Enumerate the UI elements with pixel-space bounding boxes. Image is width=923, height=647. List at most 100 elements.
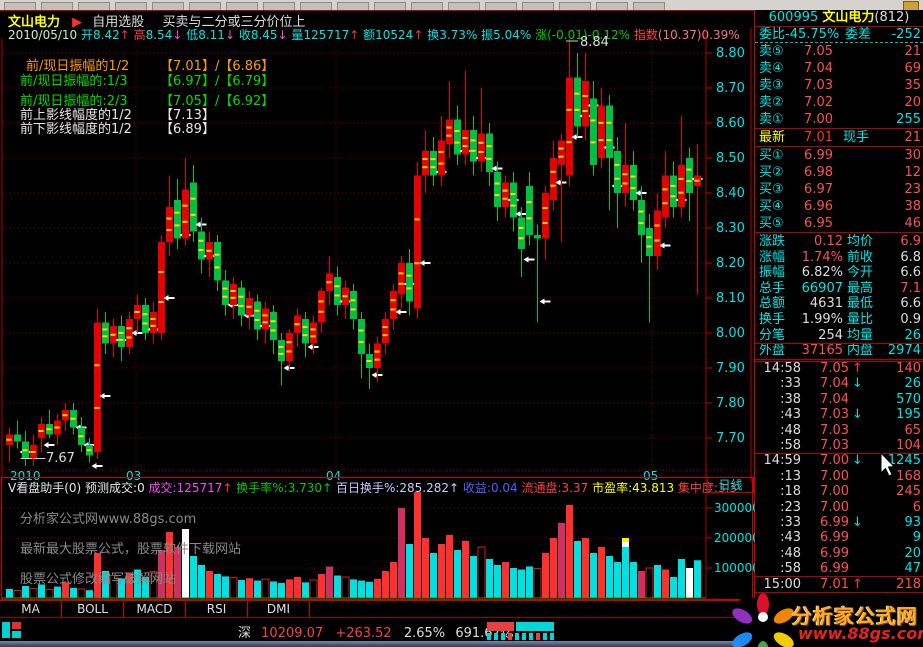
- stat-label: 分笔: [759, 327, 786, 343]
- volume-header-segment: 收益:0.04: [462, 481, 522, 495]
- tick-row[interactable]: 14:59 7.00 ↓ 1245: [755, 453, 923, 468]
- stat-value: 7.1: [900, 280, 921, 296]
- tick-price: 7.04: [820, 391, 849, 407]
- toolbar-icon[interactable]: [300, 2, 332, 10]
- volume-header-segment: 百日换手%:285.282: [335, 481, 450, 495]
- bid-row[interactable]: 买⑤ 6.95 46: [755, 215, 923, 232]
- svg-text:100000: 100000: [714, 561, 755, 575]
- tab-boll[interactable]: BOLL: [62, 601, 124, 617]
- tick-row[interactable]: 14:58 7.05 ↑ 140: [755, 361, 923, 376]
- volume-header-segment: ↑: [222, 481, 237, 495]
- ask-volume: 21: [904, 44, 921, 59]
- tick-row[interactable]: :48 6.99 20: [755, 546, 923, 561]
- toolbar-icon[interactable]: [226, 2, 258, 10]
- ask-row[interactable]: 卖⑤ 7.05 21: [755, 43, 923, 60]
- bid-row[interactable]: 买④ 6.96 38: [755, 198, 923, 215]
- formula-annotation: 前上影线幅度的1/2 【7.13】: [20, 108, 215, 123]
- ask-row[interactable]: 卖② 7.02 20: [755, 94, 923, 111]
- tick-row[interactable]: :33 7.04 ↓ 26: [755, 376, 923, 391]
- bid-volume: 46: [904, 216, 921, 231]
- tick-row[interactable]: :58 6.99 47: [755, 561, 923, 576]
- toolbar-icon[interactable]: [596, 2, 628, 10]
- toolbar-icon[interactable]: [448, 2, 480, 10]
- svg-text:8.40: 8.40: [716, 186, 745, 201]
- bid-row[interactable]: 买① 6.99 30: [755, 147, 923, 164]
- window-bottom-edge: [0, 641, 923, 647]
- stat-row: 总手 66907 最高 7.1: [755, 281, 923, 297]
- volume-header-segment: 预测成交:0: [85, 481, 149, 495]
- svg-text:7.80: 7.80: [716, 396, 745, 411]
- bid-price: 6.95: [804, 216, 833, 231]
- toolbar-icon[interactable]: [522, 2, 554, 10]
- ask-row[interactable]: 卖③ 7.03 35: [755, 77, 923, 94]
- toolbar-icon[interactable]: [152, 2, 184, 10]
- tick-volume: 245: [896, 484, 921, 500]
- bid-row[interactable]: 买③ 6.97 23: [755, 181, 923, 198]
- neipan-value: 2974: [887, 344, 921, 358]
- tick-row[interactable]: :43 7.03 ↓ 195: [755, 407, 923, 422]
- site-logo[interactable]: 分析家公式网 www.88gs.com: [729, 593, 923, 647]
- ohlc-info-segment: ↑: [349, 28, 364, 42]
- tick-volume: 570: [896, 391, 921, 407]
- tick-row[interactable]: :23 7.00 6: [755, 500, 923, 515]
- tab-ma[interactable]: MA: [0, 601, 62, 617]
- toolbar-icon[interactable]: [485, 2, 517, 10]
- tick-row[interactable]: :18 7.00 245: [755, 484, 923, 499]
- tick-volume: 93: [904, 515, 921, 530]
- svg-text:03: 03: [126, 469, 141, 482]
- toolbar-icon[interactable]: [411, 2, 443, 10]
- toolbar-icon[interactable]: [189, 2, 221, 10]
- bid-row[interactable]: 买② 6.98 12: [755, 164, 923, 181]
- ohlc-info-segment: 高: [133, 28, 146, 42]
- xianshou-value: 21: [904, 130, 921, 145]
- volume-header-segment: 市盈率:43.813: [592, 481, 678, 495]
- toolbar-icon[interactable]: [337, 2, 369, 10]
- tick-time: :23: [780, 499, 801, 515]
- tick-price: 6.99: [820, 530, 849, 546]
- tab-macd[interactable]: MACD: [124, 601, 186, 617]
- toolbar-icon[interactable]: [633, 2, 665, 10]
- tick-row[interactable]: :38 7.04 570: [755, 392, 923, 407]
- ask-row[interactable]: 卖④ 7.04 69: [755, 60, 923, 77]
- toolbar-icon[interactable]: [263, 2, 295, 10]
- volume-chart[interactable]: 300000 200000 100000: [0, 492, 755, 600]
- tick-row[interactable]: 15:00 7.01 ↑ 218: [755, 577, 923, 592]
- menu-item-stock-pick[interactable]: 自用选股: [92, 15, 145, 30]
- ohlc-info-segment: 10524: [375, 28, 414, 42]
- formula-annotation: 前/现日振幅的1/2 【7.01】/【6.86】: [26, 59, 275, 74]
- tick-arrow-icon: ↓: [852, 515, 863, 530]
- toolbar-icon[interactable]: [374, 2, 406, 10]
- toolbar-icon[interactable]: [41, 2, 73, 10]
- stat-label: 总手: [759, 280, 786, 296]
- period-label-box[interactable]: 日线: [707, 477, 754, 493]
- tab-dmi[interactable]: DMI: [248, 601, 310, 617]
- toolbar-icon[interactable]: [115, 2, 147, 10]
- tick-time: :38: [780, 391, 801, 407]
- tick-volume: 20: [904, 545, 921, 561]
- tick-time: :33: [780, 515, 801, 530]
- stat-value: 0.12: [814, 234, 843, 249]
- toolbar-icon[interactable]: [78, 2, 110, 10]
- tick-row[interactable]: :33 6.99 ↓ 93: [755, 515, 923, 530]
- status-bar: 深 10209.07 +263.52 2.65% 691.67亿: [0, 618, 741, 641]
- ask-label: 卖⑤: [759, 44, 784, 59]
- svg-text:8.84: 8.84: [580, 35, 609, 50]
- logo-site-url[interactable]: www.88gs.com: [798, 624, 923, 643]
- tick-row[interactable]: :13 7.00 168: [755, 469, 923, 484]
- menu-item-price-level[interactable]: 买卖与二分或三分价位上: [162, 15, 306, 30]
- tick-row[interactable]: :48 7.03 65: [755, 423, 923, 438]
- ask-row[interactable]: 卖① 7.00 255: [755, 111, 923, 128]
- tick-row[interactable]: :43 6.99 9: [755, 530, 923, 545]
- bid-volume: 12: [904, 165, 921, 180]
- ohlc-info-line: 2010/05/10 开8.42↑ 高8.54↓ 低8.11↓ 收8.45↓ 量…: [8, 26, 740, 42]
- ohlc-info-segment: 8.45: [250, 28, 278, 42]
- bid-volume: 30: [904, 148, 921, 163]
- tick-row[interactable]: :58 7.03 104: [755, 438, 923, 453]
- neipan-label: 内盘: [847, 344, 874, 358]
- tick-time: :33: [780, 376, 801, 392]
- candlestick-chart[interactable]: 8.80 8.70 8.60 8.50 8.40 8.30 8.20 8.10 8.00 7.90…: [0, 28, 755, 482]
- toolbar-icon[interactable]: [4, 2, 36, 10]
- ohlc-info-segment: (10.37)0.39%: [657, 28, 740, 42]
- tab-rsi[interactable]: RSI: [186, 601, 248, 617]
- toolbar-icon[interactable]: [559, 2, 591, 10]
